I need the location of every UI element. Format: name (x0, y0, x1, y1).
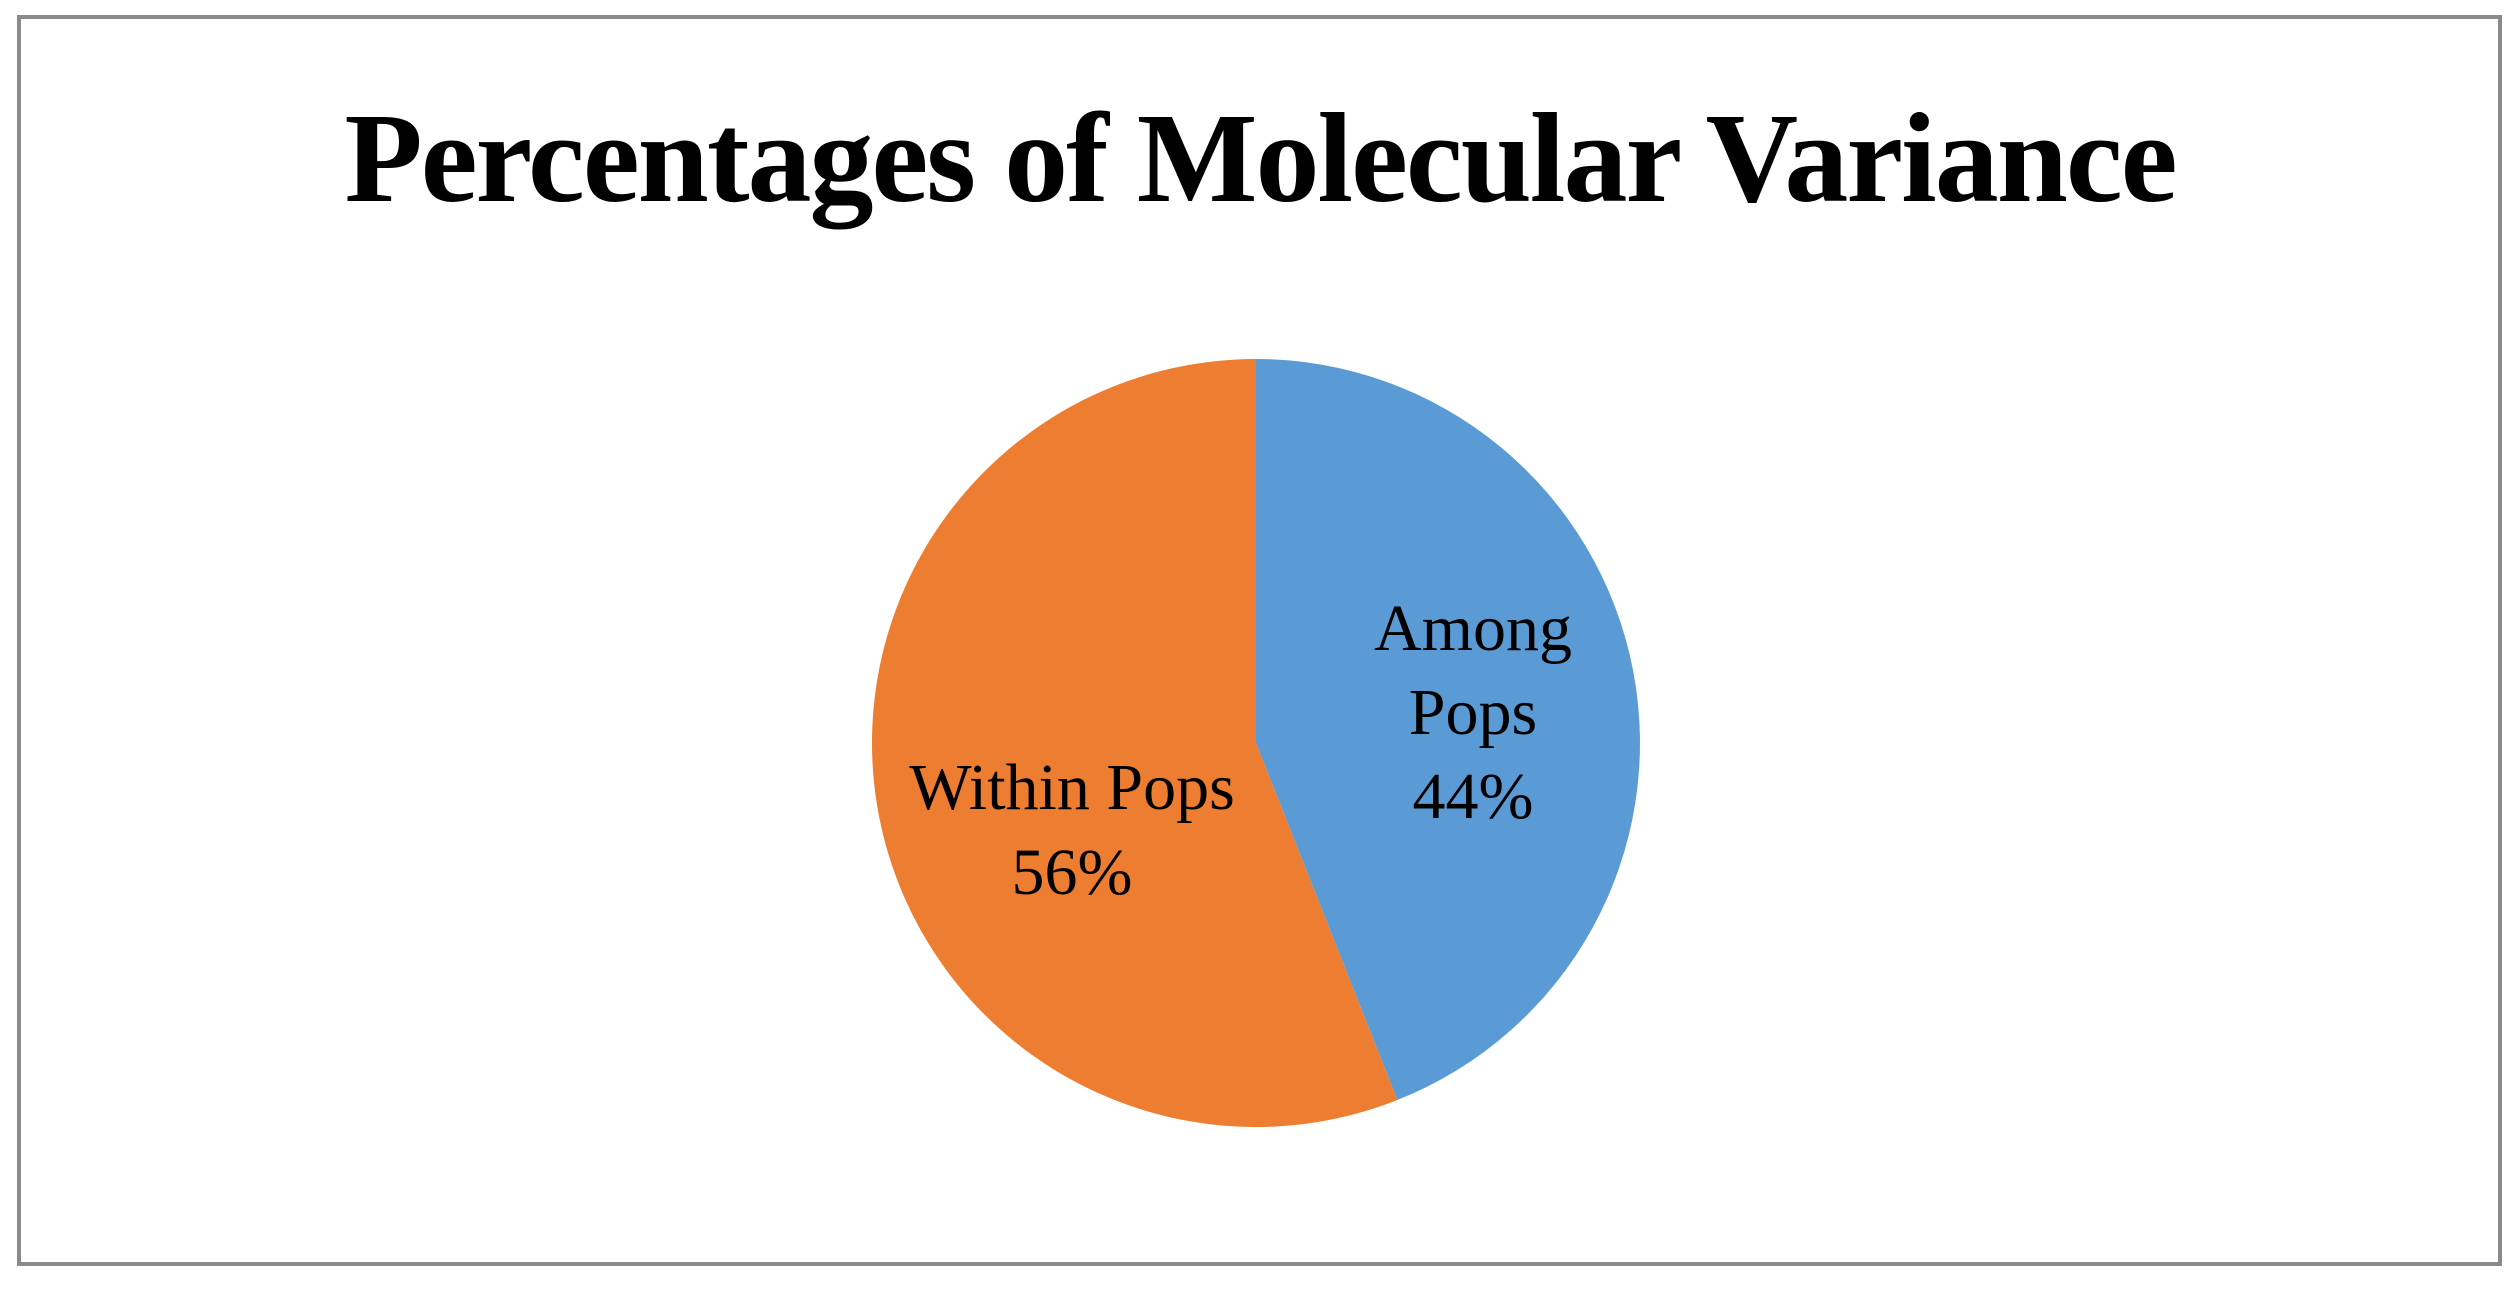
pie-slice-within-pops (872, 359, 1398, 1127)
data-label-within-pops: Within Pops 56% (909, 745, 1235, 915)
data-label-line: Among (1374, 592, 1572, 665)
pie-slice-among-pops (1256, 359, 1640, 1101)
data-label-among-pops: Among Pops 44% (1374, 587, 1572, 839)
chart-title: Percentages of Molecular Variance (344, 87, 2178, 229)
data-label-value: 56% (1011, 836, 1133, 909)
data-label-value: 44% (1412, 760, 1534, 833)
pie-chart (872, 359, 1640, 1127)
data-label-line: Pops (1408, 676, 1538, 749)
data-label-line: Within Pops (909, 751, 1235, 824)
